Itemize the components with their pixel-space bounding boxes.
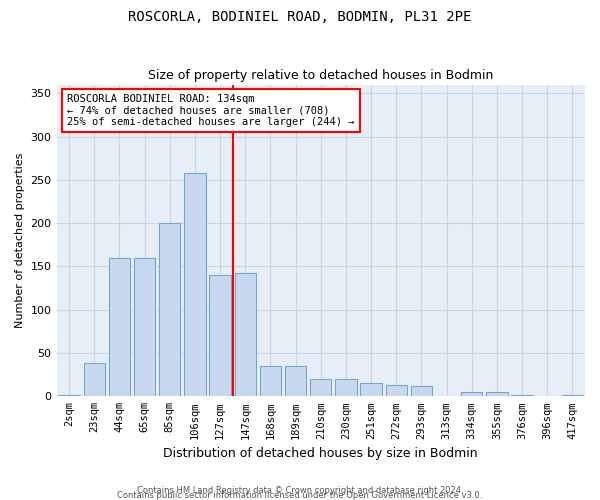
Bar [386,385,407,396]
Bar [58,394,80,396]
Bar [361,384,382,396]
Bar [335,379,356,396]
Bar [109,258,130,396]
Bar [209,275,231,396]
X-axis label: Distribution of detached houses by size in Bodmin: Distribution of detached houses by size … [163,447,478,460]
Title: Size of property relative to detached houses in Bodmin: Size of property relative to detached ho… [148,69,493,82]
Bar [159,223,181,396]
Bar [486,392,508,396]
Bar [461,392,482,396]
Bar [235,274,256,396]
Text: Contains public sector information licensed under the Open Government Licence v3: Contains public sector information licen… [118,490,482,500]
Y-axis label: Number of detached properties: Number of detached properties [15,152,25,328]
Text: ROSCORLA, BODINIEL ROAD, BODMIN, PL31 2PE: ROSCORLA, BODINIEL ROAD, BODMIN, PL31 2P… [128,10,472,24]
Bar [285,366,307,396]
Bar [184,173,206,396]
Text: Contains HM Land Registry data © Crown copyright and database right 2024.: Contains HM Land Registry data © Crown c… [137,486,463,495]
Text: ROSCORLA BODINIEL ROAD: 134sqm
← 74% of detached houses are smaller (708)
25% of: ROSCORLA BODINIEL ROAD: 134sqm ← 74% of … [67,94,355,127]
Bar [83,364,105,396]
Bar [411,386,432,396]
Bar [310,379,331,396]
Bar [260,366,281,396]
Bar [134,258,155,396]
